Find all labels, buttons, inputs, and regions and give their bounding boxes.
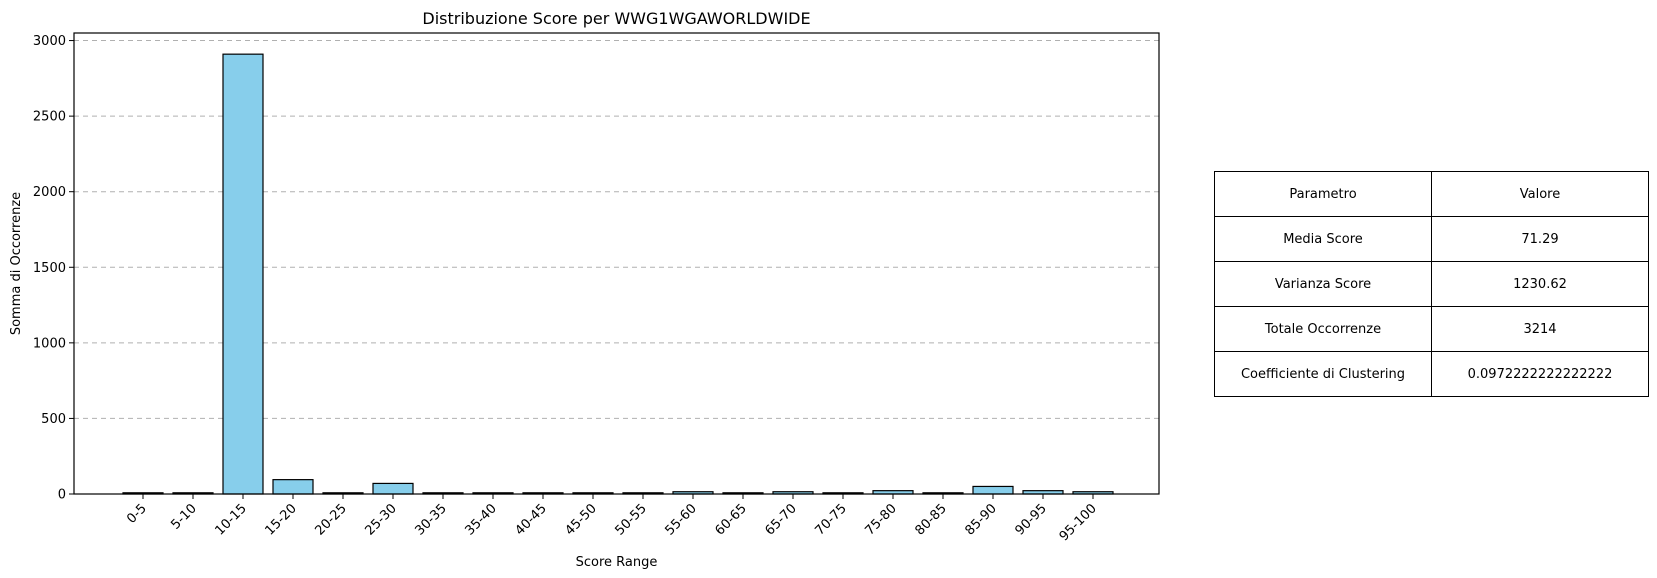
y-tick-label: 500 xyxy=(41,412,66,427)
bar-85-90 xyxy=(972,485,1014,495)
x-tick-label: 10-15 xyxy=(213,501,250,538)
x-tick-label: 95-100 xyxy=(1057,501,1100,544)
table-row: Totale Occorrenze 3214 xyxy=(1214,306,1649,352)
stats-table: Parametro Valore Media Score 71.29 Varia… xyxy=(1214,171,1649,397)
x-tick-label: 55-60 xyxy=(663,501,700,538)
table-cell: Totale Occorrenze xyxy=(1214,306,1432,352)
table-row: Media Score 71.29 xyxy=(1214,216,1649,262)
y-tick-label: 2000 xyxy=(33,185,66,200)
x-tick-label: 0-5 xyxy=(124,501,150,527)
table-cell: 1230.62 xyxy=(1431,261,1649,307)
table-header-cell: Parametro xyxy=(1214,171,1432,217)
x-tick-label: 45-50 xyxy=(563,501,600,538)
y-tick-label: 0 xyxy=(58,488,66,503)
x-tick-label: 40-45 xyxy=(513,501,550,538)
x-tick-label: 65-70 xyxy=(763,501,800,538)
table-cell: Media Score xyxy=(1214,216,1432,262)
x-tick-label: 5-10 xyxy=(168,501,199,532)
table-header-cell: Valore xyxy=(1431,171,1649,217)
table-header-row: Parametro Valore xyxy=(1214,171,1649,217)
bar-15-20 xyxy=(272,479,314,495)
y-tick-label: 2500 xyxy=(33,110,66,125)
x-tick-label: 60-65 xyxy=(713,501,750,538)
x-tick-label: 80-85 xyxy=(913,501,950,538)
x-tick-label: 25-30 xyxy=(363,501,400,538)
x-tick-label: 85-90 xyxy=(963,501,1000,538)
x-tick-label: 75-80 xyxy=(863,501,900,538)
table-cell: Coefficiente di Clustering xyxy=(1214,351,1432,397)
x-tick-label: 30-35 xyxy=(413,501,450,538)
y-tick-label: 1000 xyxy=(33,336,66,351)
y-tick-label: 1500 xyxy=(33,261,66,276)
table-row: Coefficiente di Clustering 0.09722222222… xyxy=(1214,351,1649,397)
bar-10-15 xyxy=(222,53,264,495)
x-ticks: 0-5 5-10 10-15 15-20 20-25 25-30 30-35 35-40 40-… xyxy=(124,494,1100,544)
table-cell: 71.29 xyxy=(1431,216,1649,262)
x-axis-label: Score Range xyxy=(576,555,658,570)
table-cell: 0.0972222222222222 xyxy=(1431,351,1649,397)
y-axis-label: Somma di Occorrenze xyxy=(9,192,24,335)
table-cell: 3214 xyxy=(1431,306,1649,352)
table-row: Varianza Score 1230.62 xyxy=(1214,261,1649,307)
y-ticks: 0 500 1000 1500 2000 2500 3000 xyxy=(33,34,74,503)
chart-title: Distribuzione Score per WWG1WGAWORLDWIDE xyxy=(422,9,810,28)
bar-25-30 xyxy=(372,482,414,495)
x-tick-label: 90-95 xyxy=(1013,501,1050,538)
y-tick-label: 3000 xyxy=(33,34,66,49)
table-cell: Varianza Score xyxy=(1214,261,1432,307)
bars xyxy=(122,53,1114,495)
x-tick-label: 50-55 xyxy=(613,501,650,538)
x-tick-label: 20-25 xyxy=(313,501,350,538)
plot-frame xyxy=(73,32,1160,495)
x-tick-label: 15-20 xyxy=(263,501,300,538)
x-tick-label: 35-40 xyxy=(463,501,500,538)
x-tick-label: 70-75 xyxy=(813,501,850,538)
